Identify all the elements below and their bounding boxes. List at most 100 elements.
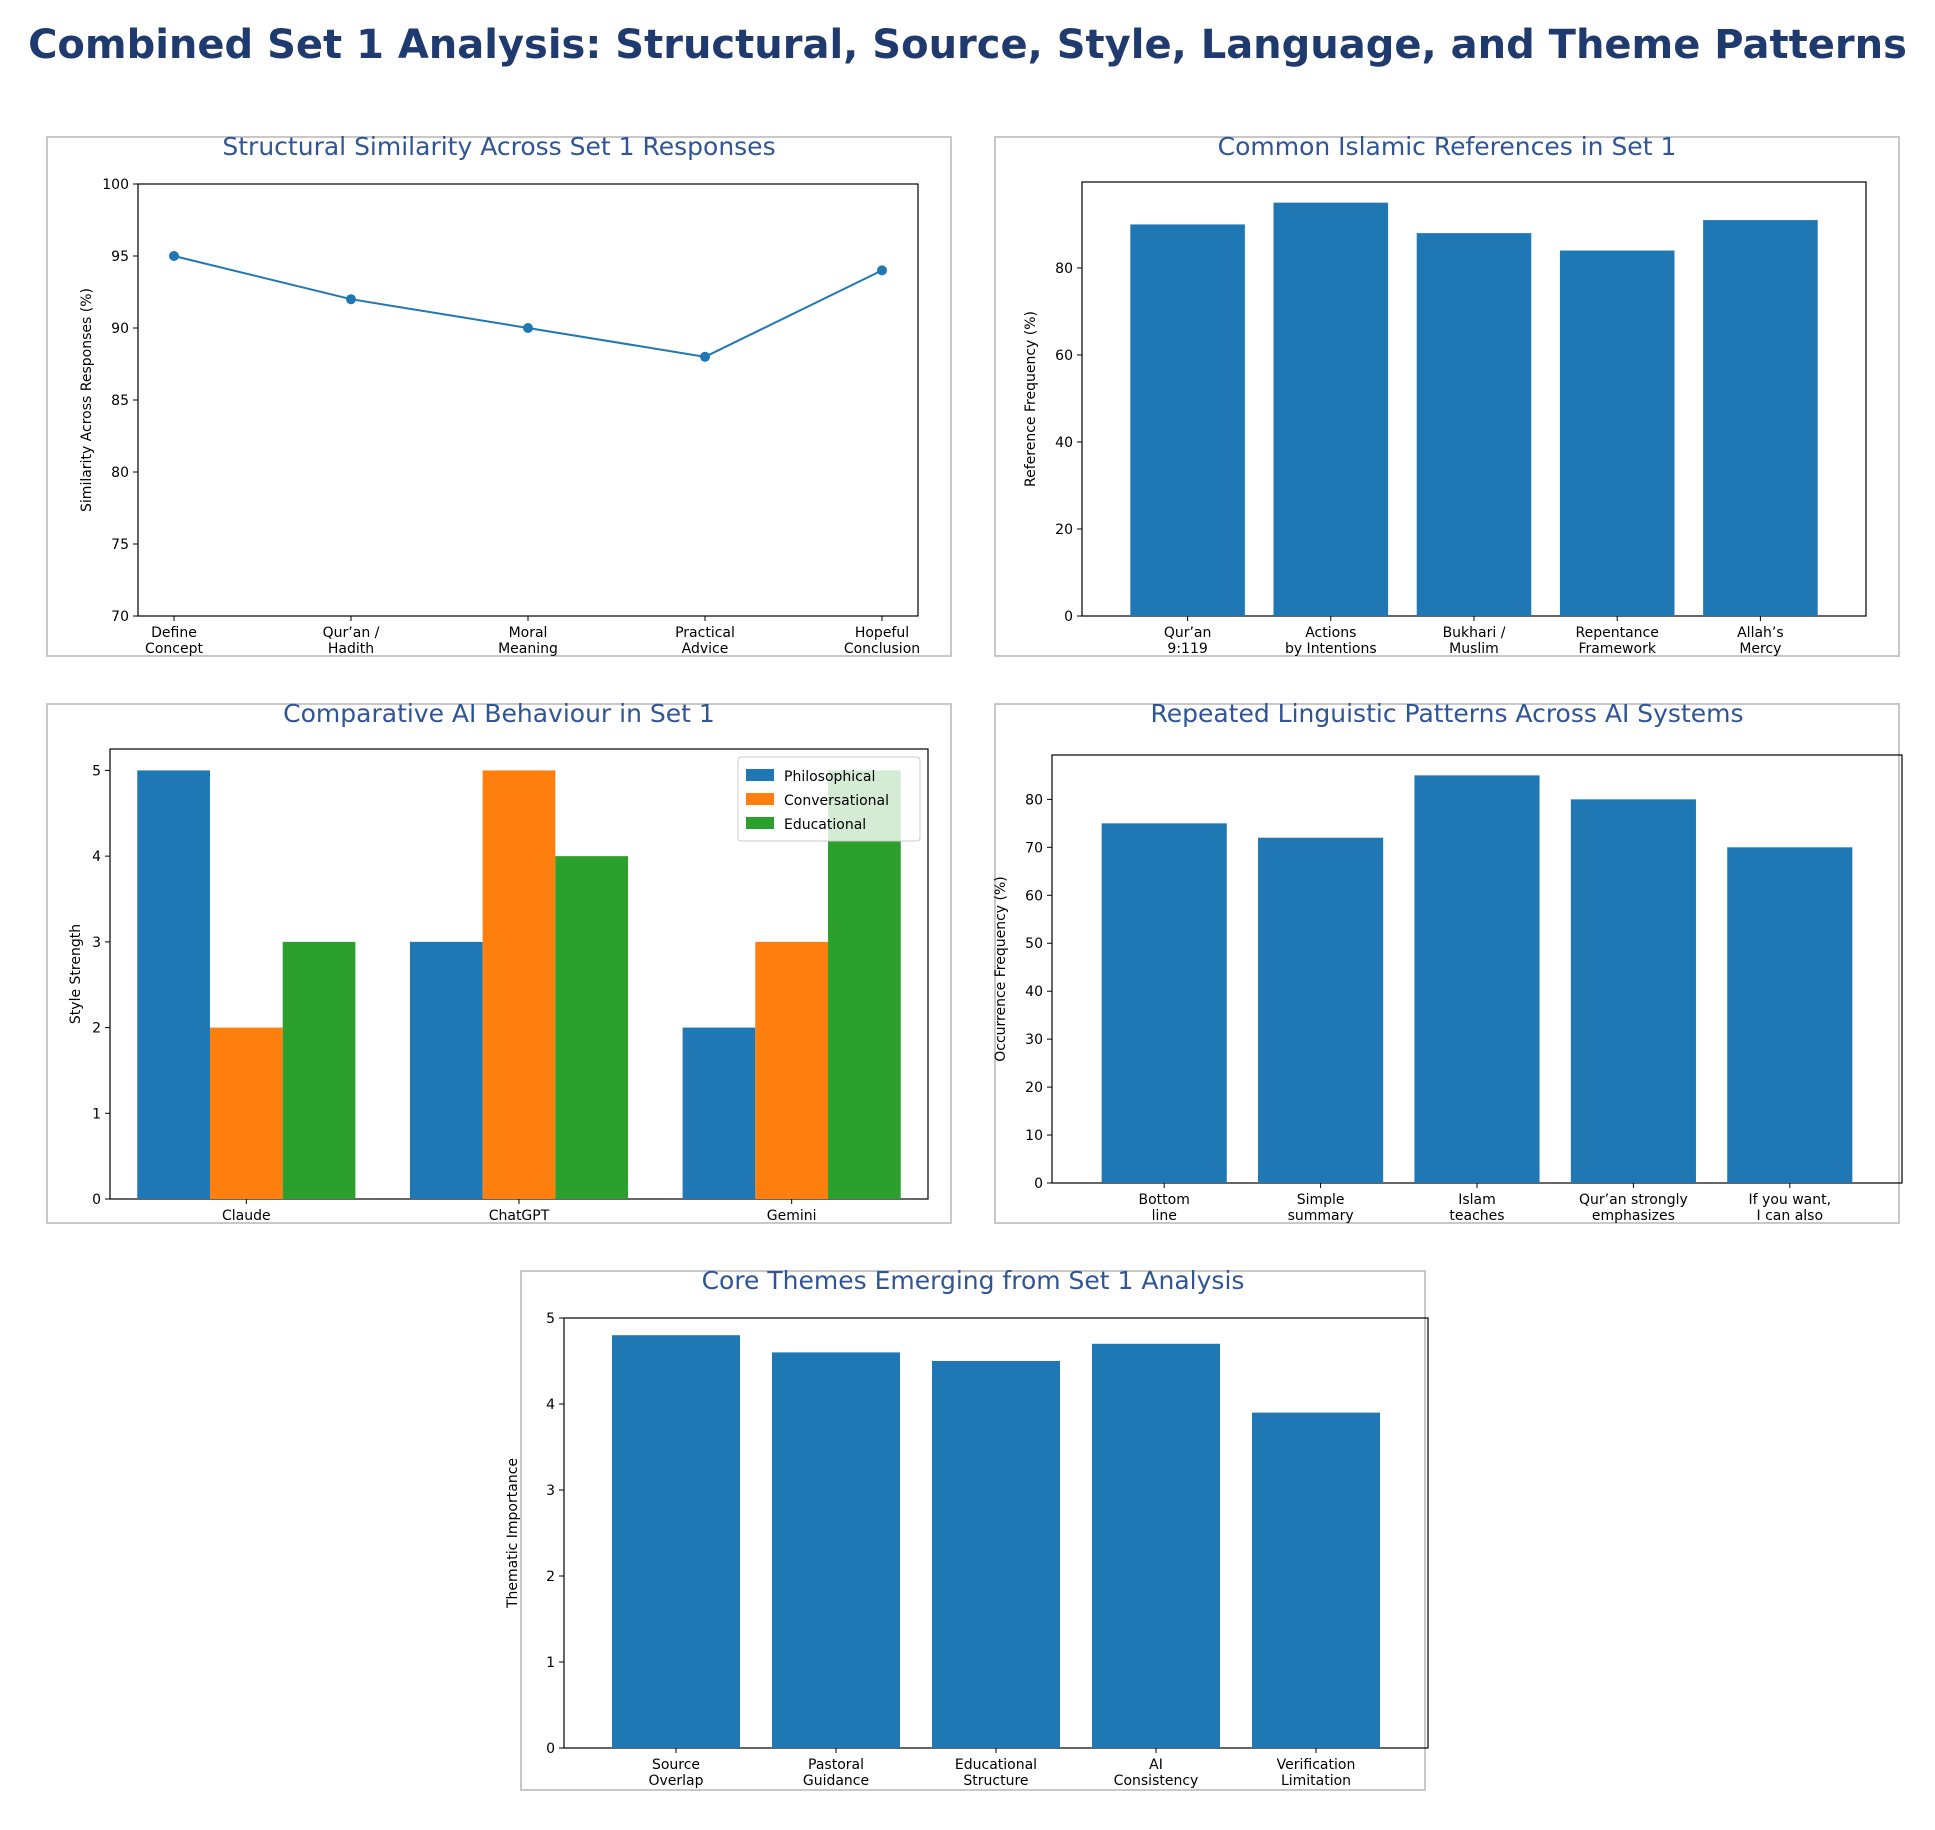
data-point	[877, 265, 887, 276]
bar-philosophical	[682, 1027, 756, 1199]
x-tick-label: Qur’an 9:119	[1164, 625, 1212, 657]
core-themes-panel: Core Themes Emerging from Set 1 Analysis…	[505, 1266, 1429, 1791]
y-tick-label: 5	[92, 763, 101, 779]
linguistic-patterns-panel: Repeated Linguistic Patterns Across AI S…	[993, 699, 1903, 1224]
y-axis-label: Reference Frequency (%)	[1023, 311, 1039, 487]
y-tick-label: 0	[1034, 1176, 1043, 1192]
bar-philosophical	[137, 770, 210, 1199]
y-tick-label: 40	[1055, 435, 1073, 451]
x-tick-label: Educational Structure	[955, 1757, 1037, 1789]
y-tick-label: 10	[1025, 1128, 1043, 1144]
x-tick-label: Bottom line	[1139, 1192, 1190, 1224]
bar	[1130, 224, 1245, 616]
panel-title: Comparative AI Behaviour in Set 1	[283, 699, 715, 728]
y-tick-label: 40	[1025, 984, 1043, 1000]
y-tick-label: 100	[102, 177, 129, 193]
y-tick-label: 60	[1055, 348, 1073, 364]
bar	[1414, 775, 1540, 1183]
bar-educational	[828, 770, 901, 1199]
y-tick-label: 80	[1025, 792, 1043, 808]
series-line	[173, 255, 883, 358]
y-axis-label: Occurrence Frequency (%)	[993, 876, 1009, 1062]
bar	[772, 1352, 900, 1748]
y-tick-label: 2	[92, 1021, 101, 1037]
page-title: Combined Set 1 Analysis: Structural, Sou…	[28, 22, 1907, 68]
legend-box	[737, 756, 921, 842]
y-tick-label: 80	[1055, 261, 1073, 277]
x-tick-label: Pastoral Guidance	[803, 1757, 869, 1789]
x-tick-label: Hopeful Conclusion	[844, 625, 920, 657]
islamic-references-panel: Common Islamic References in Set 1 0 20 40…	[994, 132, 1900, 657]
y-tick-label: 60	[1025, 888, 1043, 904]
y-tick-label: 20	[1055, 522, 1073, 538]
y-axis-label: Style Strength	[68, 924, 84, 1024]
panel-title: Common Islamic References in Set 1	[1217, 132, 1677, 161]
y-tick-label: 1	[546, 1655, 555, 1671]
bar	[1570, 799, 1696, 1183]
y-tick-label: 3	[546, 1483, 555, 1499]
y-tick-label: 75	[111, 537, 129, 553]
legend-swatch	[746, 817, 774, 829]
x-tick-label: Qur’an / Hadith	[323, 625, 380, 657]
x-tick-label: If you want, I can also	[1749, 1192, 1832, 1224]
legend: Philosophical Conversational Educational	[737, 756, 921, 842]
bar-conversational	[755, 941, 829, 1199]
y-axis-label: Thematic Importance	[505, 1458, 521, 1609]
ai-behaviour-chart: 0 1 2 3 4 5 Style Strength Claude ChatGPT Gemini P…	[68, 748, 929, 1224]
x-tick-label: Allah’s Mercy	[1737, 625, 1784, 657]
y-tick-label: 85	[111, 393, 129, 409]
x-tick-label: Actions by Intentions	[1285, 625, 1377, 657]
x-tick-label: ChatGPT	[489, 1208, 550, 1224]
x-tick-label: Simple summary	[1288, 1192, 1354, 1224]
structural-similarity-panel: Structural Similarity Across Set 1 Respo…	[46, 132, 952, 657]
x-tick-label: Moral Meaning	[498, 625, 558, 657]
legend-swatch	[746, 769, 774, 781]
x-tick-label: AI Consistency	[1114, 1757, 1199, 1789]
data-point	[169, 251, 179, 261]
bar	[1252, 1412, 1380, 1748]
legend-label: Conversational	[784, 793, 889, 809]
bar	[1559, 250, 1675, 616]
linguistic-patterns-chart: 0 10 20 30 40 50 60 70 80 Occurrence Frequency (%…	[993, 754, 1903, 1224]
x-tick-label: Claude	[222, 1208, 271, 1224]
x-tick-label: Bukhari / Muslim	[1443, 625, 1506, 657]
y-tick-label: 30	[1025, 1032, 1043, 1048]
data-point	[346, 294, 356, 305]
bar	[1416, 233, 1532, 616]
bar-educational	[555, 856, 629, 1199]
bar	[1727, 847, 1853, 1183]
bar	[612, 1335, 740, 1748]
ai-behaviour-panel: Comparative AI Behaviour in Set 1 0 1 2 3 4 5…	[46, 699, 952, 1224]
bar	[1258, 837, 1384, 1183]
data-point	[523, 323, 533, 333]
bar	[932, 1361, 1060, 1748]
structural-similarity-chart: 70 75 80 85 90 95 100 Similarity Across Respons…	[79, 177, 920, 657]
bar-philosophical	[409, 941, 483, 1199]
legend-label: Philosophical	[784, 769, 875, 785]
x-tick-label: Source Overlap	[648, 1757, 703, 1789]
x-tick-label: Define Concept	[145, 625, 203, 657]
x-tick-label: Qur’an strongly emphasizes	[1579, 1192, 1688, 1224]
legend-swatch	[746, 793, 774, 805]
y-tick-label: 4	[92, 849, 101, 865]
plot-frame	[137, 183, 919, 617]
y-tick-label: 95	[111, 249, 129, 265]
y-tick-label: 0	[546, 1741, 555, 1757]
legend-label: Educational	[784, 817, 866, 833]
y-tick-label: 50	[1025, 936, 1043, 952]
y-tick-label: 70	[1025, 840, 1043, 856]
x-tick-label: Verification Limitation	[1277, 1757, 1356, 1789]
y-tick-label: 4	[546, 1397, 555, 1413]
bar-educational	[282, 941, 356, 1199]
core-themes-chart: 0 1 2 3 4 5 Thematic Importance Source Overlap Pa…	[505, 1311, 1429, 1789]
y-tick-label: 2	[546, 1569, 555, 1585]
bar	[1703, 220, 1818, 616]
bar	[1273, 202, 1389, 616]
y-tick-label: 90	[111, 321, 129, 337]
y-tick-label: 1	[92, 1106, 101, 1122]
bar	[1092, 1343, 1220, 1748]
x-tick-label: Repentance Framework	[1576, 625, 1659, 657]
bar-conversational	[209, 1027, 283, 1199]
y-tick-label: 3	[92, 935, 101, 951]
y-tick-label: 80	[111, 465, 129, 481]
